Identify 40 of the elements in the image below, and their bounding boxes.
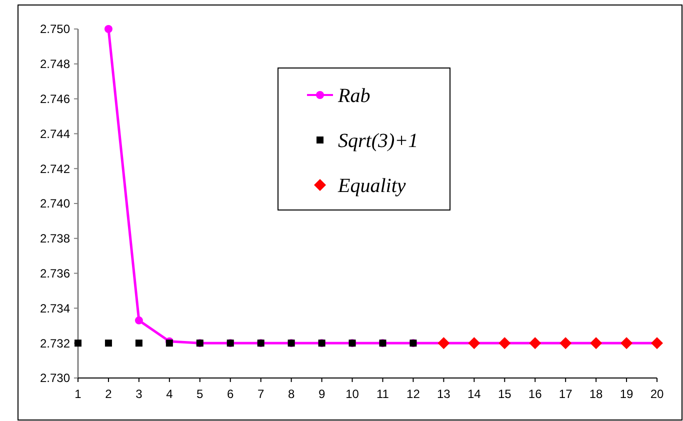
x-tick-label: 4 <box>166 387 174 401</box>
y-tick-label: 2.734 <box>40 301 70 316</box>
x-tick-label: 3 <box>136 387 143 401</box>
legend-label: Sqrt(3)+1 <box>338 130 418 152</box>
x-tick-label: 8 <box>288 387 295 401</box>
x-tick-label: 9 <box>318 387 326 401</box>
point <box>104 340 112 347</box>
y-tick-label: 2.750 <box>40 22 70 36</box>
x-tick-label: 20 <box>650 387 664 401</box>
y-tick-label: 2.744 <box>40 126 70 141</box>
y-tick-label: 2.738 <box>40 232 70 246</box>
x-tick-label: 19 <box>620 387 634 401</box>
y-tick-label: 2.746 <box>40 92 70 106</box>
point <box>104 25 112 33</box>
y-tick-label: 2.748 <box>40 57 70 72</box>
x-tick-label: 10 <box>346 387 360 401</box>
point <box>134 316 143 324</box>
x-tick-label: 18 <box>589 387 604 401</box>
x-tick-label: 12 <box>406 387 420 401</box>
x-tick-label: 11 <box>376 387 390 401</box>
x-tick-label: 1 <box>74 387 82 401</box>
y-tick-label: 2.740 <box>40 196 70 211</box>
y-tick-label: 2.732 <box>40 336 70 350</box>
y-tick-label: 2.730 <box>40 371 70 386</box>
y-tick-label: 2.742 <box>40 162 70 176</box>
y-tick-label: 2.736 <box>40 266 70 280</box>
x-tick-label: 6 <box>227 387 234 401</box>
x-tick-label: 14 <box>467 387 482 401</box>
point <box>135 340 142 347</box>
x-tick-label: 13 <box>437 387 451 401</box>
x-tick-label: 2 <box>105 387 112 401</box>
x-tick-label: 15 <box>498 387 512 401</box>
legend-label: Rab <box>337 85 370 107</box>
legend-label: Equality <box>337 175 406 197</box>
x-tick-label: 16 <box>528 387 542 401</box>
x-tick-label: 7 <box>258 387 264 401</box>
x-tick-label: 5 <box>196 387 204 401</box>
point <box>74 340 82 347</box>
x-tick-label: 17 <box>558 387 573 401</box>
point <box>166 340 173 347</box>
